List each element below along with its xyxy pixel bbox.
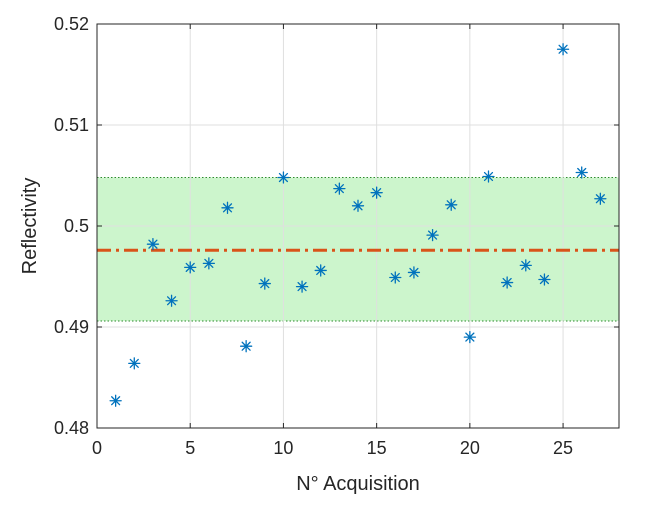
data-point-stroke (241, 341, 251, 351)
data-point (389, 271, 402, 284)
x-tick-label: 0 (92, 438, 102, 458)
y-tick-label: 0.52 (54, 14, 89, 34)
data-point-stroke (316, 265, 326, 276)
data-point (258, 277, 271, 290)
data-point (500, 276, 514, 289)
x-tick-label: 25 (553, 438, 573, 458)
x-tick-label: 15 (367, 438, 387, 458)
data-point (221, 201, 234, 214)
data-point (295, 280, 309, 293)
data-point-stroke (353, 201, 363, 211)
y-tick-label: 0.5 (64, 216, 89, 236)
data-point (128, 357, 141, 370)
data-point (519, 259, 532, 272)
data-point (202, 257, 216, 270)
data-point-stroke (539, 274, 550, 285)
data-point-stroke (260, 278, 270, 289)
x-tick-label: 10 (273, 438, 293, 458)
y-tick-label: 0.49 (54, 317, 89, 337)
x-axis-label: N° Acquisition (296, 473, 420, 495)
data-point-stroke (111, 396, 121, 406)
y-tick-label: 0.48 (54, 418, 89, 438)
data-point (575, 166, 588, 179)
data-point (556, 43, 570, 56)
data-point (370, 186, 383, 199)
axis-ticks: 0 5 10 15 20 25 0.48 0.49 0.5 0.51 0.52 (54, 14, 619, 458)
data-point (538, 273, 551, 286)
data-point (314, 264, 327, 277)
data-point-stroke (222, 203, 233, 213)
data-point-stroke (465, 332, 475, 342)
data-point (594, 192, 607, 205)
data-point-stroke (577, 167, 587, 178)
grid (97, 24, 619, 428)
data-point (165, 294, 178, 307)
data-point (146, 238, 160, 251)
data-point (239, 340, 253, 353)
data-point-stroke (204, 258, 214, 268)
data-point-stroke (148, 239, 158, 249)
data-point (277, 171, 290, 184)
data-point (109, 394, 122, 407)
data-point-stroke (483, 171, 494, 182)
data-point (407, 266, 421, 279)
data-point (333, 182, 346, 195)
data-point-stroke (185, 262, 195, 273)
data-point-stroke (334, 184, 344, 194)
data-point-stroke (409, 267, 419, 278)
x-tick-label: 20 (460, 438, 480, 458)
data-point (445, 198, 458, 211)
data-point-stroke (129, 358, 139, 368)
data-point-stroke (297, 281, 307, 292)
y-axis-label: Reflectivity (19, 178, 41, 275)
data-point-stroke (372, 188, 382, 198)
data-point-stroke (390, 272, 400, 283)
data-point-stroke (166, 296, 177, 306)
y-tick-label: 0.51 (54, 115, 89, 135)
data-point (351, 199, 365, 212)
data-point-stroke (558, 44, 568, 54)
data-point-stroke (521, 260, 531, 271)
data-point-stroke (427, 230, 438, 240)
data-point-stroke (278, 172, 289, 183)
data-point-stroke (502, 277, 512, 288)
data-point (184, 261, 197, 274)
x-tick-label: 5 (185, 438, 195, 458)
data-point (426, 228, 439, 242)
data-point (463, 330, 477, 344)
data-point-stroke (446, 200, 456, 210)
data-points (109, 43, 607, 407)
data-point-stroke (595, 194, 605, 204)
data-point (482, 170, 495, 183)
